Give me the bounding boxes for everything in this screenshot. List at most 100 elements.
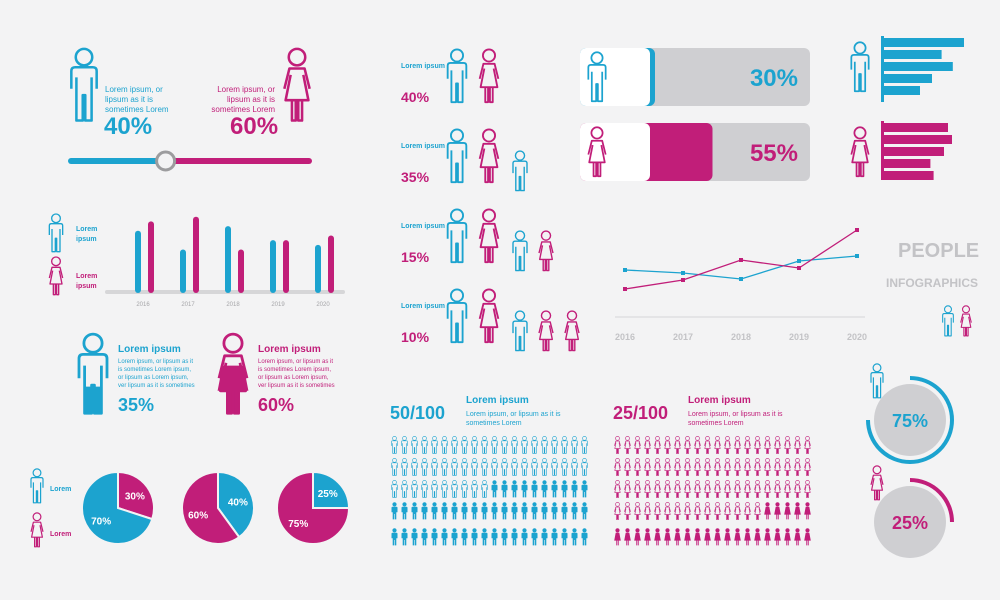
fill-text-male: Lorem ipsum, or lipsum as it is sometime… [118, 359, 195, 389]
crowd-person [634, 458, 641, 476]
man-fill-icon [77, 332, 109, 415]
woman-icon [850, 126, 870, 178]
family-woman-icon [478, 128, 500, 184]
crowd-person [644, 528, 651, 546]
crowd-person [561, 502, 568, 520]
crowd-person [491, 436, 498, 454]
hbar [884, 171, 934, 180]
crowd-person [774, 502, 781, 520]
ring-core [874, 486, 946, 558]
crowd-person [754, 458, 761, 476]
crowd-person [634, 480, 641, 498]
crowd-person [694, 458, 701, 476]
crowd-person [694, 502, 701, 520]
crowd-person [451, 480, 458, 498]
title-infographics: INFOGRAPHICS [886, 276, 979, 290]
crowd-title-female: Lorem ipsum [688, 395, 751, 406]
crowd-person [521, 458, 528, 476]
family-pct: 35% [401, 169, 430, 185]
crowd-person [804, 458, 811, 476]
crowd-person [441, 502, 448, 520]
crowd-person [674, 528, 681, 546]
crowd-person [581, 502, 588, 520]
crowd-grid-female [614, 436, 811, 546]
split-slider[interactable] [60, 147, 320, 175]
crowd-person [451, 502, 458, 520]
crowd-person [551, 502, 558, 520]
split-slider-panel: Lorem ipsum, or lipsum as it is sometime… [60, 45, 320, 175]
crowd-person [794, 480, 801, 498]
crowd-person [541, 480, 548, 498]
crowd-person [784, 502, 791, 520]
crowd-person [644, 502, 651, 520]
crowd-person [401, 458, 408, 476]
crowd-person [531, 458, 538, 476]
crowd-person [634, 528, 641, 546]
crowd-person [624, 528, 631, 546]
progress-label: 30% [750, 65, 798, 92]
crowd-person [501, 480, 508, 498]
crowd-person [441, 528, 448, 546]
hbar [884, 62, 953, 71]
pie-legend-female: Lorem [50, 531, 72, 538]
crowd-person [804, 436, 811, 454]
crowd-person [391, 436, 398, 454]
crowd-person [551, 458, 558, 476]
crowd-person [794, 458, 801, 476]
line-point [623, 287, 627, 291]
line-point [797, 266, 801, 270]
family-label: Lorem ipsum [401, 143, 445, 150]
family-label: Lorem ipsum [401, 63, 445, 70]
crowd-person [674, 502, 681, 520]
crowd-person [461, 436, 468, 454]
crowd-person [684, 436, 691, 454]
crowd-person [644, 436, 651, 454]
crowd-person [724, 502, 731, 520]
crowd-person [561, 458, 568, 476]
ring-label: 75% [892, 411, 928, 431]
pie-slice [312, 470, 351, 509]
crowd-person [744, 528, 751, 546]
crowd-person [401, 480, 408, 498]
crowd-person [744, 458, 751, 476]
crowd-person [664, 436, 671, 454]
hbar-axis [881, 121, 884, 180]
crowd-person [541, 436, 548, 454]
pie-slice [217, 470, 255, 539]
family-label: Lorem ipsum [401, 223, 445, 230]
horizontal-bar-charts [850, 36, 964, 180]
crowd-person [471, 502, 478, 520]
crowd-person [481, 480, 488, 498]
line-tick-2020: 2020 [847, 332, 867, 342]
crowd-person [541, 458, 548, 476]
crowd-person [804, 528, 811, 546]
crowd-person [714, 502, 721, 520]
slider-knob[interactable] [155, 150, 177, 172]
family-man-icon [446, 128, 468, 184]
crowd-person [541, 502, 548, 520]
crowd-person [451, 458, 458, 476]
pie-label: 25% [318, 489, 338, 500]
crowd-person [804, 480, 811, 498]
crowd-person [411, 502, 418, 520]
crowd-person [754, 480, 761, 498]
crowd-person [491, 528, 498, 546]
crowd-person [684, 480, 691, 498]
pie-label: 40% [228, 498, 248, 509]
pie-label: 60% [188, 510, 208, 521]
family-kid-icon [538, 230, 554, 272]
crowd-person [431, 528, 438, 546]
line-point [681, 278, 685, 282]
bar-tick-2018: 2018 [226, 302, 240, 308]
crowd-person [471, 436, 478, 454]
crowd-person [531, 528, 538, 546]
female-caption: Lorem ipsum, or lipsum as it is sometime… [211, 85, 275, 114]
fill-pct-female: 60% [258, 395, 295, 415]
crowd-person [441, 480, 448, 498]
crowd-person [521, 480, 528, 498]
crowd-person [481, 436, 488, 454]
fill-figure-outline [77, 332, 109, 415]
crowd-person [764, 502, 771, 520]
woman-icon [48, 256, 64, 296]
line-tick-2018: 2018 [731, 332, 751, 342]
